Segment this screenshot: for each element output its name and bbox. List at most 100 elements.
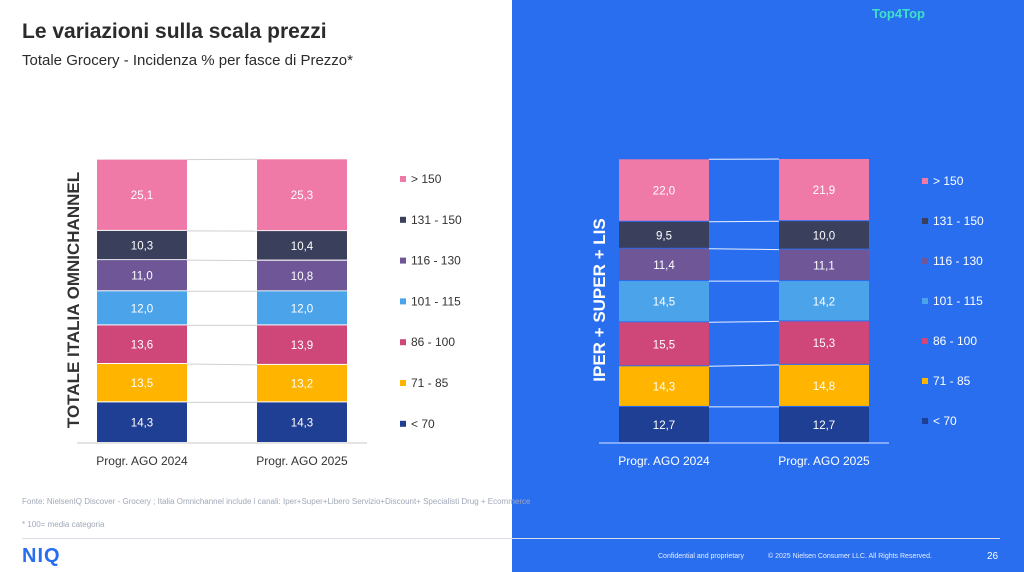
data-label: 10,0 [813, 230, 835, 242]
data-label: 14,3 [653, 382, 675, 394]
data-label: 13,9 [291, 340, 313, 352]
source-footnote: Fonte: NielsenIQ Discover - Grocery ; It… [22, 497, 531, 506]
data-label: 15,3 [813, 338, 835, 350]
bar-segment-86-100-2024 [97, 325, 187, 363]
chart-vertical-title: IPER + SUPER + LIS [590, 218, 609, 381]
legend-label-116-130: 116 - 130 [933, 254, 983, 268]
bar-segment-lt-70-2025 [257, 402, 347, 442]
connector-line [708, 364, 780, 367]
data-label: 13,2 [291, 379, 313, 391]
legend-swatch-71-85 [400, 380, 406, 386]
data-label: 14,3 [131, 418, 153, 430]
data-label: 10,4 [291, 241, 314, 253]
top4top-badge: Top4Top [872, 6, 925, 21]
legend-swatch-101-115 [400, 298, 406, 305]
bar-segment-116-130-2024 [97, 260, 187, 291]
legend-swatch-131-150 [922, 218, 928, 224]
bar-segment-gt-150-2025 [257, 159, 347, 231]
data-label: 11,0 [131, 271, 153, 283]
legend-swatch-116-130 [400, 257, 406, 264]
bar-segment-131-150-2025 [779, 221, 869, 249]
bar-segment-lt-70-2024 [97, 402, 187, 442]
connector-line [708, 320, 780, 323]
data-label: 10,8 [291, 271, 313, 283]
legend-label-gt-150: > 150 [411, 172, 442, 186]
data-label: 11,1 [813, 260, 835, 272]
bar-segment-gt-150-2024 [619, 159, 709, 221]
legend-swatch-101-115 [922, 298, 928, 304]
confidential-text: Confidential and proprietary [658, 553, 744, 560]
legend-swatch-86-100 [922, 338, 928, 344]
legend-swatch-116-130 [922, 258, 928, 264]
bar-segment-71-85-2025 [257, 364, 347, 402]
bar-segment-86-100-2025 [257, 325, 347, 364]
bar-segment-131-150-2025 [257, 231, 347, 260]
footer-divider [22, 538, 1000, 539]
legend-swatch-gt-150 [400, 176, 406, 182]
data-label: 25,3 [291, 190, 313, 202]
legend-swatch-71-85 [922, 378, 928, 384]
data-label: 13,5 [131, 378, 153, 390]
legend-label-71-85: 71 - 85 [933, 374, 971, 388]
legend-label-101-115: 101 - 115 [411, 294, 461, 308]
data-label: 25,1 [131, 190, 153, 202]
chart-iper-super-lis: IPER + SUPER + LIS 12,7 14,3 15,5 14,5 11,4 9,… [590, 158, 984, 468]
bar-segment-71-85-2024 [97, 364, 187, 402]
bar-segment-71-85-2025 [779, 364, 869, 406]
connector-line [186, 363, 258, 366]
data-label: 15,5 [653, 339, 675, 351]
legend-swatch-131-150 [400, 216, 406, 223]
bar-segment-lt-70-2025 [779, 406, 869, 442]
data-label: 12,0 [131, 303, 153, 315]
legend-label-71-85: 71 - 85 [411, 376, 449, 390]
bar-segment-116-130-2025 [779, 249, 869, 281]
data-label: 22,0 [653, 186, 675, 198]
legend-swatch-lt-70 [922, 418, 928, 424]
connector-line [708, 220, 780, 223]
data-label: 14,3 [291, 418, 313, 430]
data-label: 14,8 [813, 381, 835, 393]
data-label: 13,6 [131, 340, 153, 352]
legend-label-86-100: 86 - 100 [933, 334, 977, 348]
data-label: 12,7 [813, 420, 835, 432]
bar-segment-86-100-2025 [779, 321, 869, 364]
legend-label-86-100: 86 - 100 [411, 335, 455, 349]
category-label: Progr. AGO 2025 [256, 454, 348, 468]
legend-swatch-gt-150 [922, 178, 928, 184]
bar-segment-101-115-2025 [257, 291, 347, 325]
bar-segment-71-85-2024 [619, 366, 709, 406]
legend-label-lt-70: < 70 [933, 414, 957, 428]
category-footnote: * 100= media categoria [22, 520, 105, 529]
category-label: Progr. AGO 2024 [96, 454, 188, 468]
page-title: Le variazioni sulla scala prezzi [22, 20, 327, 43]
bar-segment-101-115-2024 [619, 281, 709, 322]
data-label: 11,4 [653, 260, 675, 272]
legend-label-131-150: 131 - 150 [411, 213, 462, 227]
legend-label-gt-150: > 150 [933, 174, 964, 188]
bar-segment-86-100-2024 [619, 322, 709, 366]
bar-segment-116-130-2025 [257, 260, 347, 291]
legend-label-116-130: 116 - 130 [411, 254, 461, 268]
data-label: 21,9 [813, 185, 835, 197]
data-label: 10,3 [131, 241, 153, 253]
legend-label-131-150: 131 - 150 [933, 214, 984, 228]
data-label: 14,5 [653, 297, 675, 309]
chart-vertical-title: TOTALE ITALIA OMNICHANNEL [64, 172, 83, 428]
data-label: 14,2 [813, 296, 835, 308]
bar-segment-131-150-2024 [97, 230, 187, 260]
right-panel-background [512, 0, 1024, 572]
legend-swatch-86-100 [400, 339, 406, 346]
connector-line [186, 259, 258, 262]
page-number: 26 [987, 551, 999, 562]
bar-segment-101-115-2025 [779, 281, 869, 321]
bar-segment-gt-150-2024 [97, 159, 187, 230]
connector-line [708, 248, 780, 251]
legend-label-101-115: 101 - 115 [933, 294, 983, 308]
page-subtitle: Totale Grocery - Incidenza % per fasce d… [22, 52, 353, 69]
bar-segment-116-130-2024 [619, 248, 709, 281]
bar-segment-lt-70-2024 [619, 406, 709, 442]
chart-totale-italia: TOTALE ITALIA OMNICHANNEL 14,3 13,5 13,6 12,… [64, 158, 462, 468]
data-label: 12,7 [653, 420, 675, 432]
bar-segment-101-115-2024 [97, 291, 187, 325]
category-label: Progr. AGO 2025 [778, 454, 870, 468]
